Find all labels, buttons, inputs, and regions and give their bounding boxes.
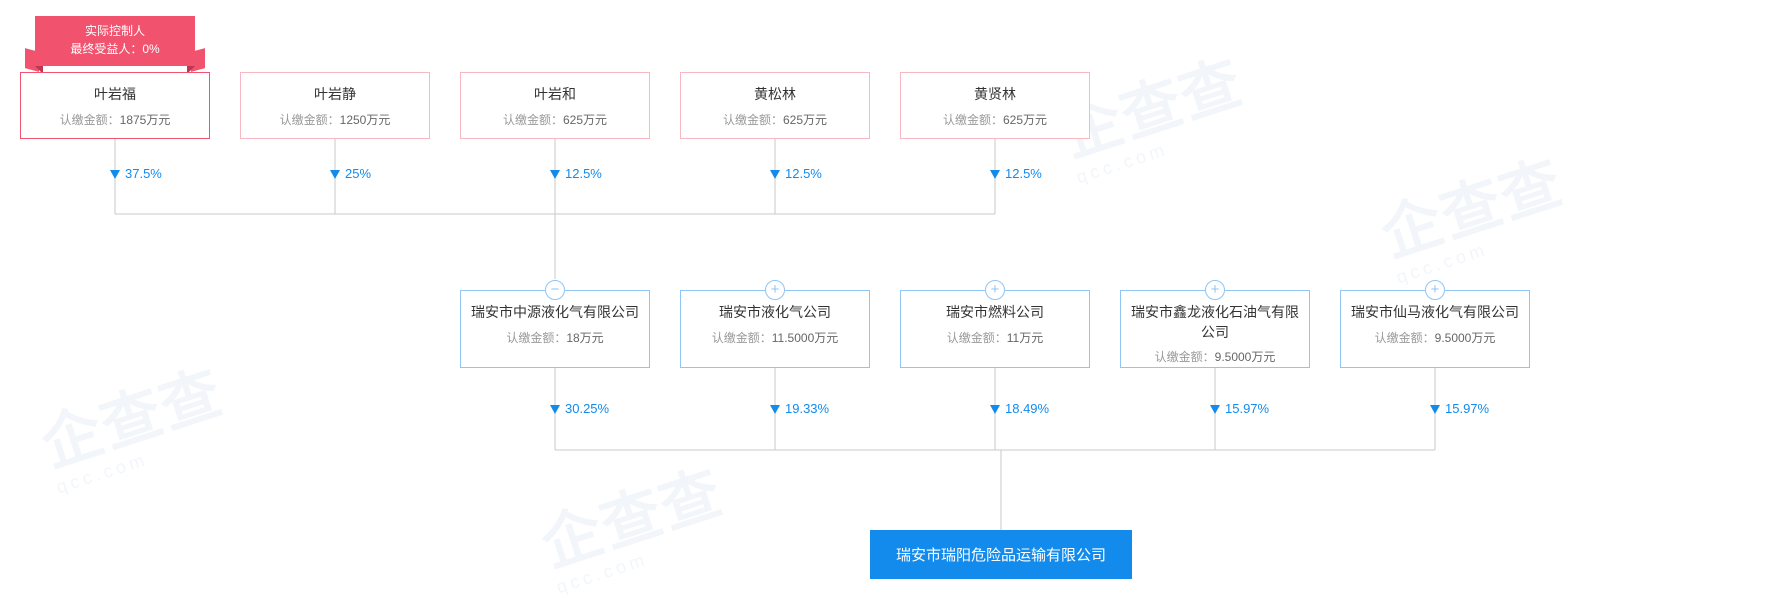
company-amount: 认缴金额：11万元	[909, 329, 1081, 346]
ownership-pct: 12.5%	[565, 166, 602, 181]
badge-line2: 最终受益人：0%	[45, 40, 185, 58]
person-amount: 认缴金额：625万元	[689, 111, 861, 128]
badge-line1: 实际控制人	[45, 22, 185, 40]
company-name: 瑞安市液化气公司	[689, 303, 861, 323]
person-name: 叶岩福	[29, 85, 201, 105]
company-amount: 认缴金额：11.5000万元	[689, 329, 861, 346]
controller-badge: 实际控制人 最终受益人：0%	[35, 16, 195, 66]
expand-icon[interactable]	[985, 280, 1005, 300]
ownership-pct: 30.25%	[565, 401, 609, 416]
ownership-pct: 15.97%	[1445, 401, 1489, 416]
person-node[interactable]: 黄松林认缴金额：625万元	[680, 72, 870, 139]
watermark: 企查查qcc.com	[1369, 134, 1577, 288]
ownership-pct: 12.5%	[785, 166, 822, 181]
company-node[interactable]: 瑞安市中源液化气有限公司认缴金额：18万元	[460, 290, 650, 368]
person-node[interactable]: 叶岩和认缴金额：625万元	[460, 72, 650, 139]
ownership-pct: 12.5%	[1005, 166, 1042, 181]
company-amount: 认缴金额：18万元	[469, 329, 641, 346]
person-name: 黄松林	[689, 85, 861, 105]
company-name: 瑞安市仙马液化气有限公司	[1349, 303, 1521, 323]
target-company[interactable]: 瑞安市瑞阳危险品运输有限公司	[870, 530, 1132, 579]
ownership-pct: 19.33%	[785, 401, 829, 416]
company-node[interactable]: 瑞安市燃料公司认缴金额：11万元	[900, 290, 1090, 368]
person-amount: 认缴金额：1250万元	[249, 111, 421, 128]
company-name: 瑞安市燃料公司	[909, 303, 1081, 323]
person-name: 叶岩静	[249, 85, 421, 105]
person-node[interactable]: 叶岩福认缴金额：1875万元	[20, 72, 210, 139]
company-amount: 认缴金额：9.5000万元	[1349, 329, 1521, 346]
company-node[interactable]: 瑞安市仙马液化气有限公司认缴金额：9.5000万元	[1340, 290, 1530, 368]
watermark: 企查查qcc.com	[529, 444, 737, 598]
ownership-pct: 18.49%	[1005, 401, 1049, 416]
target-company-name: 瑞安市瑞阳危险品运输有限公司	[896, 547, 1106, 564]
company-node[interactable]: 瑞安市液化气公司认缴金额：11.5000万元	[680, 290, 870, 368]
person-amount: 认缴金额：625万元	[469, 111, 641, 128]
ownership-pct: 37.5%	[125, 166, 162, 181]
person-node[interactable]: 叶岩静认缴金额：1250万元	[240, 72, 430, 139]
collapse-icon[interactable]	[545, 280, 565, 300]
expand-icon[interactable]	[765, 280, 785, 300]
person-amount: 认缴金额：625万元	[909, 111, 1081, 128]
company-name: 瑞安市鑫龙液化石油气有限公司	[1129, 303, 1301, 342]
person-name: 黄贤林	[909, 85, 1081, 105]
person-amount: 认缴金额：1875万元	[29, 111, 201, 128]
company-node[interactable]: 瑞安市鑫龙液化石油气有限公司认缴金额：9.5000万元	[1120, 290, 1310, 368]
person-node[interactable]: 黄贤林认缴金额：625万元	[900, 72, 1090, 139]
expand-icon[interactable]	[1425, 280, 1445, 300]
company-name: 瑞安市中源液化气有限公司	[469, 303, 641, 323]
person-name: 叶岩和	[469, 85, 641, 105]
expand-icon[interactable]	[1205, 280, 1225, 300]
ownership-pct: 15.97%	[1225, 401, 1269, 416]
ownership-pct: 25%	[345, 166, 371, 181]
company-amount: 认缴金额：9.5000万元	[1129, 348, 1301, 365]
watermark: 企查查qcc.com	[29, 344, 237, 498]
